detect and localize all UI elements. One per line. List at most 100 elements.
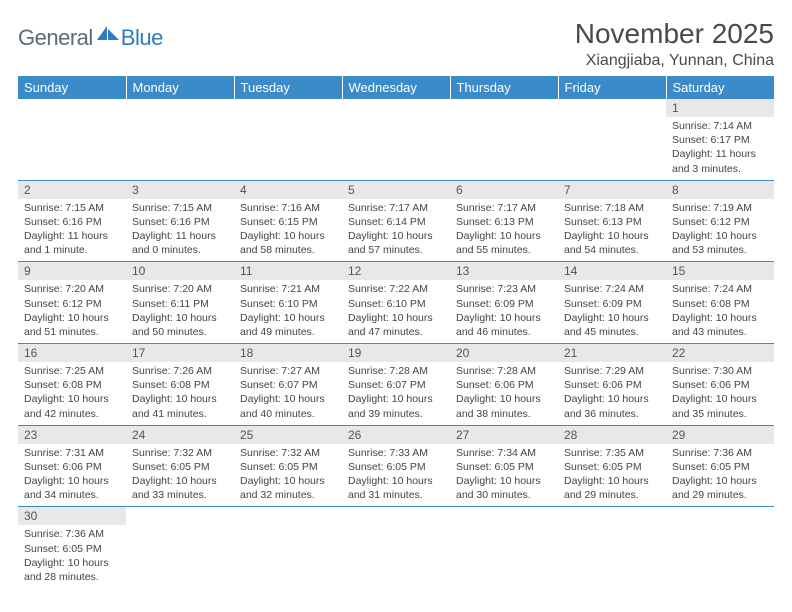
day-number: 24 [126, 426, 234, 444]
day-number: 18 [234, 344, 342, 362]
day-number: 19 [342, 344, 450, 362]
day-number: 5 [342, 181, 450, 199]
weekday-header: Friday [558, 76, 666, 99]
day-detail: Sunrise: 7:31 AMSunset: 6:06 PMDaylight:… [18, 444, 126, 507]
day-detail: Sunrise: 7:18 AMSunset: 6:13 PMDaylight:… [558, 199, 666, 262]
weekday-header: Saturday [666, 76, 774, 99]
calendar-day-cell [234, 507, 342, 588]
calendar-week-row: 16Sunrise: 7:25 AMSunset: 6:08 PMDayligh… [18, 344, 774, 426]
day-number: 16 [18, 344, 126, 362]
calendar-day-cell: 30Sunrise: 7:36 AMSunset: 6:05 PMDayligh… [18, 507, 126, 588]
calendar-day-cell: 25Sunrise: 7:32 AMSunset: 6:05 PMDayligh… [234, 425, 342, 507]
logo-text-blue: Blue [121, 25, 163, 51]
day-detail: Sunrise: 7:21 AMSunset: 6:10 PMDaylight:… [234, 280, 342, 343]
day-number: 14 [558, 262, 666, 280]
calendar-day-cell: 27Sunrise: 7:34 AMSunset: 6:05 PMDayligh… [450, 425, 558, 507]
day-detail: Sunrise: 7:23 AMSunset: 6:09 PMDaylight:… [450, 280, 558, 343]
day-number: 10 [126, 262, 234, 280]
weekday-header: Thursday [450, 76, 558, 99]
weekday-header: Monday [126, 76, 234, 99]
day-number: 29 [666, 426, 774, 444]
day-detail: Sunrise: 7:36 AMSunset: 6:05 PMDaylight:… [666, 444, 774, 507]
calendar-week-row: 30Sunrise: 7:36 AMSunset: 6:05 PMDayligh… [18, 507, 774, 588]
calendar-day-cell [342, 99, 450, 180]
day-detail: Sunrise: 7:28 AMSunset: 6:07 PMDaylight:… [342, 362, 450, 425]
calendar-day-cell: 13Sunrise: 7:23 AMSunset: 6:09 PMDayligh… [450, 262, 558, 344]
day-detail: Sunrise: 7:14 AMSunset: 6:17 PMDaylight:… [666, 117, 774, 180]
calendar-day-cell: 2Sunrise: 7:15 AMSunset: 6:16 PMDaylight… [18, 180, 126, 262]
day-detail: Sunrise: 7:15 AMSunset: 6:16 PMDaylight:… [126, 199, 234, 262]
day-number: 23 [18, 426, 126, 444]
day-number: 17 [126, 344, 234, 362]
calendar-day-cell: 1Sunrise: 7:14 AMSunset: 6:17 PMDaylight… [666, 99, 774, 180]
day-detail: Sunrise: 7:24 AMSunset: 6:08 PMDaylight:… [666, 280, 774, 343]
day-detail: Sunrise: 7:28 AMSunset: 6:06 PMDaylight:… [450, 362, 558, 425]
location: Xiangjiaba, Yunnan, China [575, 52, 774, 70]
month-title: November 2025 [575, 18, 774, 50]
calendar-day-cell: 29Sunrise: 7:36 AMSunset: 6:05 PMDayligh… [666, 425, 774, 507]
day-number: 28 [558, 426, 666, 444]
calendar-day-cell: 4Sunrise: 7:16 AMSunset: 6:15 PMDaylight… [234, 180, 342, 262]
calendar-day-cell [126, 99, 234, 180]
day-detail: Sunrise: 7:30 AMSunset: 6:06 PMDaylight:… [666, 362, 774, 425]
weekday-header: Tuesday [234, 76, 342, 99]
calendar-day-cell [558, 99, 666, 180]
day-number: 2 [18, 181, 126, 199]
day-detail: Sunrise: 7:19 AMSunset: 6:12 PMDaylight:… [666, 199, 774, 262]
day-detail: Sunrise: 7:24 AMSunset: 6:09 PMDaylight:… [558, 280, 666, 343]
header: General Blue November 2025 Xiangjiaba, Y… [18, 18, 774, 70]
day-number: 13 [450, 262, 558, 280]
calendar-day-cell: 19Sunrise: 7:28 AMSunset: 6:07 PMDayligh… [342, 344, 450, 426]
calendar-day-cell: 22Sunrise: 7:30 AMSunset: 6:06 PMDayligh… [666, 344, 774, 426]
day-number: 12 [342, 262, 450, 280]
calendar-day-cell [234, 99, 342, 180]
day-detail: Sunrise: 7:29 AMSunset: 6:06 PMDaylight:… [558, 362, 666, 425]
logo-text-general: General [18, 25, 93, 51]
day-detail: Sunrise: 7:33 AMSunset: 6:05 PMDaylight:… [342, 444, 450, 507]
day-number: 22 [666, 344, 774, 362]
calendar-page: General Blue November 2025 Xiangjiaba, Y… [0, 0, 792, 588]
calendar-table: Sunday Monday Tuesday Wednesday Thursday… [18, 76, 774, 588]
calendar-day-cell: 11Sunrise: 7:21 AMSunset: 6:10 PMDayligh… [234, 262, 342, 344]
calendar-day-cell: 15Sunrise: 7:24 AMSunset: 6:08 PMDayligh… [666, 262, 774, 344]
day-number: 3 [126, 181, 234, 199]
day-detail: Sunrise: 7:17 AMSunset: 6:14 PMDaylight:… [342, 199, 450, 262]
day-detail: Sunrise: 7:32 AMSunset: 6:05 PMDaylight:… [126, 444, 234, 507]
calendar-day-cell: 5Sunrise: 7:17 AMSunset: 6:14 PMDaylight… [342, 180, 450, 262]
calendar-day-cell: 20Sunrise: 7:28 AMSunset: 6:06 PMDayligh… [450, 344, 558, 426]
day-detail: Sunrise: 7:17 AMSunset: 6:13 PMDaylight:… [450, 199, 558, 262]
day-detail: Sunrise: 7:32 AMSunset: 6:05 PMDaylight:… [234, 444, 342, 507]
calendar-day-cell [18, 99, 126, 180]
calendar-day-cell: 18Sunrise: 7:27 AMSunset: 6:07 PMDayligh… [234, 344, 342, 426]
calendar-day-cell: 3Sunrise: 7:15 AMSunset: 6:16 PMDaylight… [126, 180, 234, 262]
calendar-day-cell: 28Sunrise: 7:35 AMSunset: 6:05 PMDayligh… [558, 425, 666, 507]
day-number: 21 [558, 344, 666, 362]
sail-icon [95, 24, 121, 47]
calendar-day-cell [126, 507, 234, 588]
calendar-day-cell [558, 507, 666, 588]
calendar-day-cell [450, 99, 558, 180]
calendar-week-row: 1Sunrise: 7:14 AMSunset: 6:17 PMDaylight… [18, 99, 774, 180]
day-number: 15 [666, 262, 774, 280]
calendar-day-cell: 10Sunrise: 7:20 AMSunset: 6:11 PMDayligh… [126, 262, 234, 344]
day-detail: Sunrise: 7:27 AMSunset: 6:07 PMDaylight:… [234, 362, 342, 425]
day-detail: Sunrise: 7:20 AMSunset: 6:11 PMDaylight:… [126, 280, 234, 343]
day-number: 25 [234, 426, 342, 444]
calendar-day-cell: 6Sunrise: 7:17 AMSunset: 6:13 PMDaylight… [450, 180, 558, 262]
weekday-header: Sunday [18, 76, 126, 99]
calendar-day-cell: 12Sunrise: 7:22 AMSunset: 6:10 PMDayligh… [342, 262, 450, 344]
day-detail: Sunrise: 7:15 AMSunset: 6:16 PMDaylight:… [18, 199, 126, 262]
calendar-day-cell: 7Sunrise: 7:18 AMSunset: 6:13 PMDaylight… [558, 180, 666, 262]
calendar-day-cell: 14Sunrise: 7:24 AMSunset: 6:09 PMDayligh… [558, 262, 666, 344]
calendar-day-cell [342, 507, 450, 588]
day-detail: Sunrise: 7:35 AMSunset: 6:05 PMDaylight:… [558, 444, 666, 507]
calendar-day-cell [450, 507, 558, 588]
day-detail: Sunrise: 7:16 AMSunset: 6:15 PMDaylight:… [234, 199, 342, 262]
day-detail: Sunrise: 7:20 AMSunset: 6:12 PMDaylight:… [18, 280, 126, 343]
logo: General Blue [18, 24, 163, 51]
day-number: 27 [450, 426, 558, 444]
calendar-day-cell: 8Sunrise: 7:19 AMSunset: 6:12 PMDaylight… [666, 180, 774, 262]
day-number: 7 [558, 181, 666, 199]
day-number: 9 [18, 262, 126, 280]
calendar-day-cell: 24Sunrise: 7:32 AMSunset: 6:05 PMDayligh… [126, 425, 234, 507]
